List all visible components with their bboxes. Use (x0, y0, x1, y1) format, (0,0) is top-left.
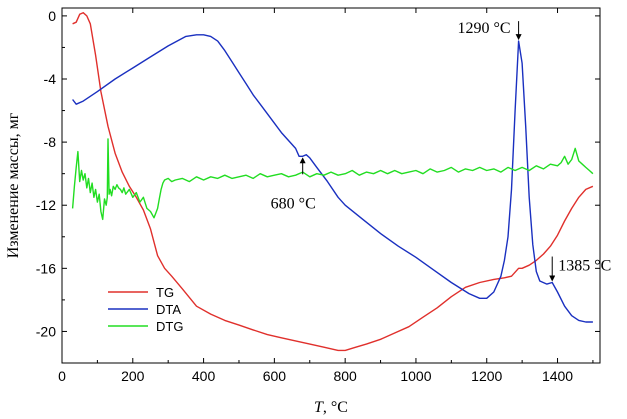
x-tick-label: 1000 (400, 368, 431, 384)
annotation-label-680: 680 °C (271, 195, 316, 212)
legend-label-dta: DTA (156, 302, 181, 317)
series-line-dta (72, 34, 593, 323)
series-line-dtg (71, 138, 594, 221)
series-layer (71, 11, 594, 352)
annotation-layer: 680 °C 1290 °C 1385 °C (271, 20, 611, 282)
x-axis-label-unit: , °C (323, 399, 348, 416)
x-tick-label: 200 (121, 368, 145, 384)
legend-label-dtg: DTG (156, 319, 183, 334)
y-axis-label: Изменение массы, мг (5, 112, 22, 258)
axes-layer: 0 200 400 600 800 1000 1200 1400 0 -4 -8 -12 -16 -20 (36, 8, 600, 384)
x-tick-label: 0 (58, 368, 66, 384)
x-tick-label: 800 (333, 368, 357, 384)
legend-label-tg: TG (156, 285, 174, 300)
series-line-tg (72, 11, 594, 352)
legend: TG DTA DTG (108, 285, 183, 334)
x-tick-label: 400 (192, 368, 216, 384)
annotation-label-1385: 1385 °C (558, 258, 611, 275)
y-tick-label: -20 (36, 323, 56, 339)
y-tick-label: 0 (48, 8, 56, 24)
y-tick-label: -8 (44, 134, 57, 150)
plot-frame (61, 7, 601, 364)
x-tick-label: 1200 (471, 368, 502, 384)
x-tick-label: 1400 (542, 368, 573, 384)
y-tick-label: -12 (36, 197, 56, 213)
x-axis-label-symbol: T (314, 399, 324, 416)
y-tick-label: -16 (36, 260, 56, 276)
x-axis-label: T, °C (314, 399, 348, 416)
annotation-label-1290: 1290 °C (458, 20, 511, 37)
y-tick-label: -4 (44, 71, 57, 87)
x-tick-label: 600 (263, 368, 287, 384)
